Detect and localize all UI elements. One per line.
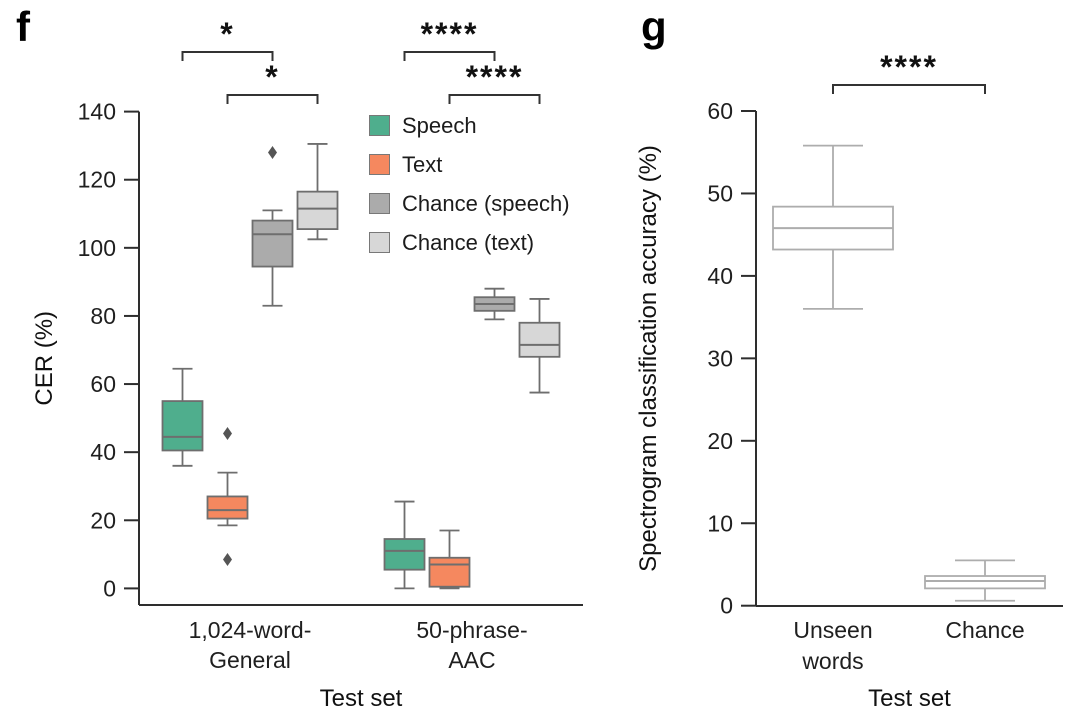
- significance-stars: *: [265, 59, 279, 95]
- box-Chance (text)-group2: [518, 298, 561, 394]
- legend-swatch-speech: [369, 115, 390, 136]
- box-rect: [161, 400, 204, 452]
- panel-f: 0 20 40 60 80 100 120 140 CER (%) 1,024-word-Gene…: [31, 16, 583, 712]
- box-rect: [518, 321, 561, 358]
- legend-item-speech: Speech: [369, 106, 570, 145]
- box-rect: [924, 575, 1046, 590]
- y-tick-label: 20: [90, 507, 116, 533]
- box-Chance (speech)-group1: [251, 145, 294, 307]
- box-rect: [428, 556, 471, 588]
- legend-label-text: Text: [402, 151, 443, 177]
- y-tick-label: 100: [78, 235, 116, 261]
- box-Speech-group2: [383, 500, 426, 590]
- legend: Speech Text Chance (speech) Chance (text…: [369, 106, 570, 262]
- legend-swatch-chance-speech: [369, 193, 390, 214]
- significance-stars: ****: [880, 49, 938, 85]
- y-tick-label: 50: [707, 180, 733, 206]
- panel-g: 0 10 20 30 40 50 60 Spectrogram classification …: [635, 49, 1063, 712]
- box-rect: [296, 190, 339, 230]
- box-Text-group1: [206, 426, 249, 566]
- significance-bracket: [403, 51, 496, 61]
- box-rect: [383, 538, 426, 571]
- legend-label-chance-speech: Chance (speech): [402, 190, 570, 216]
- y-axis-title: CER (%): [31, 311, 58, 406]
- y-tick-label: 80: [90, 303, 116, 329]
- outlier-marker: [223, 426, 232, 440]
- y-tick-label: 60: [90, 371, 116, 397]
- y-tick-label: 0: [103, 575, 116, 601]
- y-tick-label: 10: [707, 510, 733, 536]
- panel-f-label: f: [16, 3, 30, 50]
- significance-bracket: [832, 84, 986, 94]
- outlier-marker: [223, 552, 232, 566]
- significance-bracket: [448, 94, 541, 104]
- y-tick-label: 140: [78, 99, 116, 125]
- significance-stars: *: [220, 16, 234, 52]
- legend-item-text: Text: [369, 145, 570, 184]
- y-tick-label: 40: [707, 263, 733, 289]
- significance-stars: ****: [466, 59, 524, 95]
- y-tick-label: 40: [90, 439, 116, 465]
- y-tick-label: 20: [707, 428, 733, 454]
- significance-bracket: [226, 94, 319, 104]
- box-Text-group2: [428, 529, 471, 590]
- panel-g-label: g: [641, 3, 667, 50]
- category-label: 50-phrase-AAC: [416, 617, 527, 673]
- x-axis-title: Test set: [320, 685, 403, 712]
- category-label: Unseen words: [793, 617, 872, 674]
- legend-label-speech: Speech: [402, 112, 477, 138]
- legend-item-chance-speech: Chance (speech): [369, 184, 570, 223]
- box-series-group2: [924, 559, 1046, 602]
- y-tick-label: 30: [707, 345, 733, 371]
- box-rect: [206, 495, 249, 520]
- box-series-group1: [772, 144, 894, 310]
- legend-swatch-chance-text: [369, 232, 390, 253]
- significance-stars: ****: [421, 16, 479, 52]
- box-Speech-group1: [161, 367, 204, 467]
- y-tick-label: 120: [78, 167, 116, 193]
- legend-item-chance-text: Chance (text): [369, 223, 570, 262]
- outlier-marker: [268, 145, 277, 159]
- category-label: 1,024-word-General: [189, 617, 312, 673]
- significance-bracket: [181, 51, 274, 61]
- y-tick-label: 60: [707, 98, 733, 124]
- category-label: Chance: [945, 617, 1024, 643]
- x-axis-title: Test set: [868, 685, 951, 712]
- box-Chance (text)-group1: [296, 143, 339, 241]
- legend-swatch-text: [369, 154, 390, 175]
- y-tick-label: 0: [720, 593, 733, 619]
- legend-label-chance-text: Chance (text): [402, 229, 535, 255]
- y-axis-title: Spectrogram classification accuracy (%): [635, 145, 662, 572]
- box-rect: [251, 219, 294, 268]
- box-Chance (speech)-group2: [473, 287, 516, 321]
